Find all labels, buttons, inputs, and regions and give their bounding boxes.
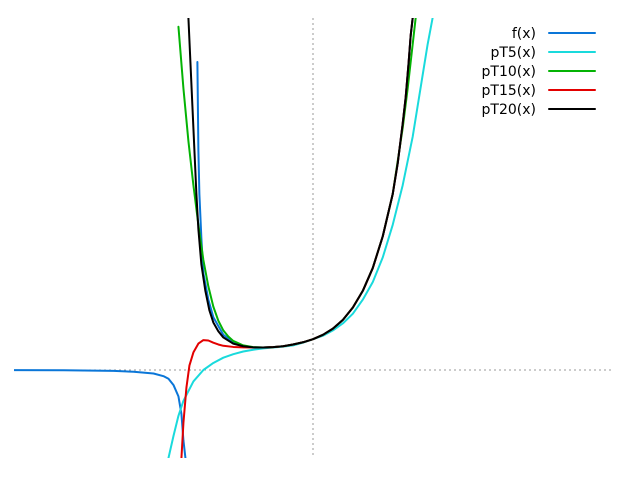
series-line-f-x--1 — [196, 18, 414, 349]
series-line-pt20-x--5 — [187, 18, 414, 349]
series-layer — [14, 18, 434, 458]
legend-label-4: pT20(x) — [482, 102, 536, 118]
series-line-pt10-x--3 — [177, 18, 417, 349]
legend-label-2: pT10(x) — [482, 64, 536, 80]
series-line-pt5-x--2 — [167, 18, 434, 458]
legend-label-0: f(x) — [512, 26, 536, 42]
legend-label-1: pT5(x) — [490, 45, 536, 61]
legend: f(x) pT5(x) pT10(x) pT15(x) pT20(x) — [482, 26, 596, 118]
series-line-f-x--0 — [14, 369, 187, 458]
legend-label-3: pT15(x) — [482, 83, 536, 99]
axes-layer — [14, 18, 612, 458]
series-line-pt15-x--4 — [180, 18, 414, 458]
